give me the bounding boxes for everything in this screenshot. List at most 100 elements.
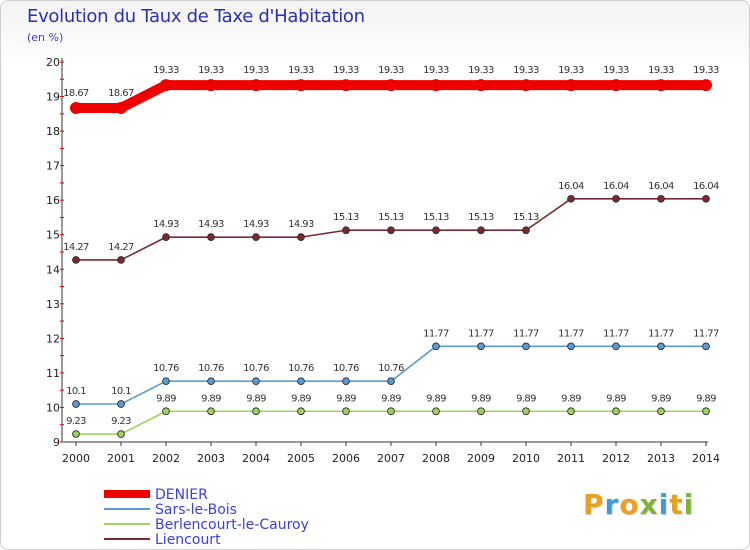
- data-point: [117, 430, 125, 438]
- data-point: [432, 342, 440, 351]
- data-label: 10.1: [111, 386, 131, 397]
- x-tick-label: 2004: [242, 452, 270, 465]
- data-point: [162, 407, 170, 416]
- data-label: 14.93: [288, 219, 314, 230]
- data-point: [565, 79, 577, 92]
- data-label: 10.76: [288, 363, 314, 374]
- x-tick-label: 2007: [377, 452, 405, 465]
- legend: DENIERSars-le-BoisBerlencourt-le-CauroyL…: [104, 487, 309, 548]
- data-point: [430, 79, 442, 92]
- data-label: 19.33: [603, 65, 629, 76]
- data-label: 9.89: [201, 393, 221, 404]
- data-point: [117, 256, 125, 264]
- y-tick-label: 14: [46, 263, 60, 276]
- x-tick-label: 2010: [512, 452, 540, 465]
- y-tick-label: 15: [46, 229, 60, 242]
- legend-label-2: Berlencourt-le-Cauroy: [155, 517, 309, 533]
- data-point: [205, 79, 217, 92]
- data-label: 15.13: [333, 212, 359, 223]
- data-point: [340, 79, 352, 92]
- x-tick-label: 2001: [107, 452, 135, 465]
- data-point: [115, 101, 127, 114]
- data-label: 15.13: [468, 212, 494, 223]
- data-point: [342, 377, 350, 386]
- data-label: 9.89: [696, 393, 716, 404]
- data-label: 11.77: [693, 328, 719, 339]
- data-labels: 18.67 18.67 19.33 19.33 19.33 19.33 19.33 19.33…: [63, 65, 719, 427]
- data-label: 9.89: [561, 393, 581, 404]
- data-label: 14.27: [63, 242, 89, 253]
- data-point: [72, 400, 80, 408]
- data-point: [432, 407, 440, 416]
- data-label: 10.1: [66, 386, 86, 397]
- data-label: 14.93: [243, 219, 269, 230]
- data-label: 19.33: [378, 65, 404, 76]
- data-point: [700, 79, 712, 92]
- y-tick-label: 9: [53, 436, 60, 449]
- data-point: [252, 407, 260, 416]
- data-point: [522, 226, 530, 235]
- x-tick-label: 2003: [197, 452, 225, 465]
- data-label: 11.77: [603, 328, 629, 339]
- x-tick-label: 2011: [557, 452, 585, 465]
- series-points: [70, 79, 712, 438]
- y-tick-label: 11: [46, 367, 60, 380]
- data-label: 16.04: [648, 181, 674, 192]
- data-point: [250, 79, 262, 92]
- data-label: 10.76: [243, 363, 269, 374]
- data-label: 9.89: [606, 393, 626, 404]
- data-label: 15.13: [378, 212, 404, 223]
- data-label: 19.33: [198, 65, 224, 76]
- data-label: 9.23: [111, 416, 131, 427]
- y-tick-label: 18: [46, 125, 60, 138]
- y-tick-label: 20: [46, 56, 60, 69]
- x-tick-label: 2006: [332, 452, 360, 465]
- data-point: [297, 407, 305, 416]
- data-label: 19.33: [423, 65, 449, 76]
- data-point: [387, 226, 395, 235]
- data-label: 9.89: [381, 393, 401, 404]
- y-tick-label: 12: [46, 332, 60, 345]
- data-label: 18.67: [108, 88, 134, 99]
- data-point: [567, 342, 575, 351]
- data-label: 9.89: [336, 393, 356, 404]
- data-point: [162, 377, 170, 386]
- x-tick-label: 2000: [62, 452, 90, 465]
- data-point: [522, 342, 530, 351]
- data-label: 19.33: [513, 65, 539, 76]
- data-label: 11.77: [468, 328, 494, 339]
- data-point: [72, 256, 80, 264]
- data-label: 10.76: [198, 363, 224, 374]
- data-point: [70, 101, 82, 114]
- data-label: 14.27: [108, 242, 134, 253]
- data-point: [520, 79, 532, 92]
- data-point: [655, 79, 667, 92]
- data-point: [297, 233, 305, 241]
- data-label: 15.13: [423, 212, 449, 223]
- x-tick-label: 2013: [647, 452, 675, 465]
- x-tick-label: 2012: [602, 452, 630, 465]
- x-tick-label: 2002: [152, 452, 180, 465]
- data-point: [567, 194, 575, 203]
- data-label: 11.77: [558, 328, 584, 339]
- data-point: [342, 226, 350, 235]
- x-tick-label: 2005: [287, 452, 315, 465]
- data-label: 9.89: [516, 393, 536, 404]
- data-point: [160, 79, 172, 92]
- data-label: 19.33: [153, 65, 179, 76]
- chart-subtitle: (en %): [27, 31, 64, 44]
- data-point: [252, 233, 260, 241]
- data-point: [567, 407, 575, 416]
- data-point: [295, 79, 307, 92]
- data-point: [385, 79, 397, 92]
- data-label: 15.13: [513, 212, 539, 223]
- chart-title: Evolution du Taux de Taxe d'Habitation: [27, 6, 365, 27]
- data-point: [657, 194, 665, 203]
- data-point: [475, 79, 487, 92]
- data-point: [657, 342, 665, 351]
- data-label: 10.76: [153, 363, 179, 374]
- data-point: [387, 377, 395, 386]
- data-point: [72, 430, 80, 438]
